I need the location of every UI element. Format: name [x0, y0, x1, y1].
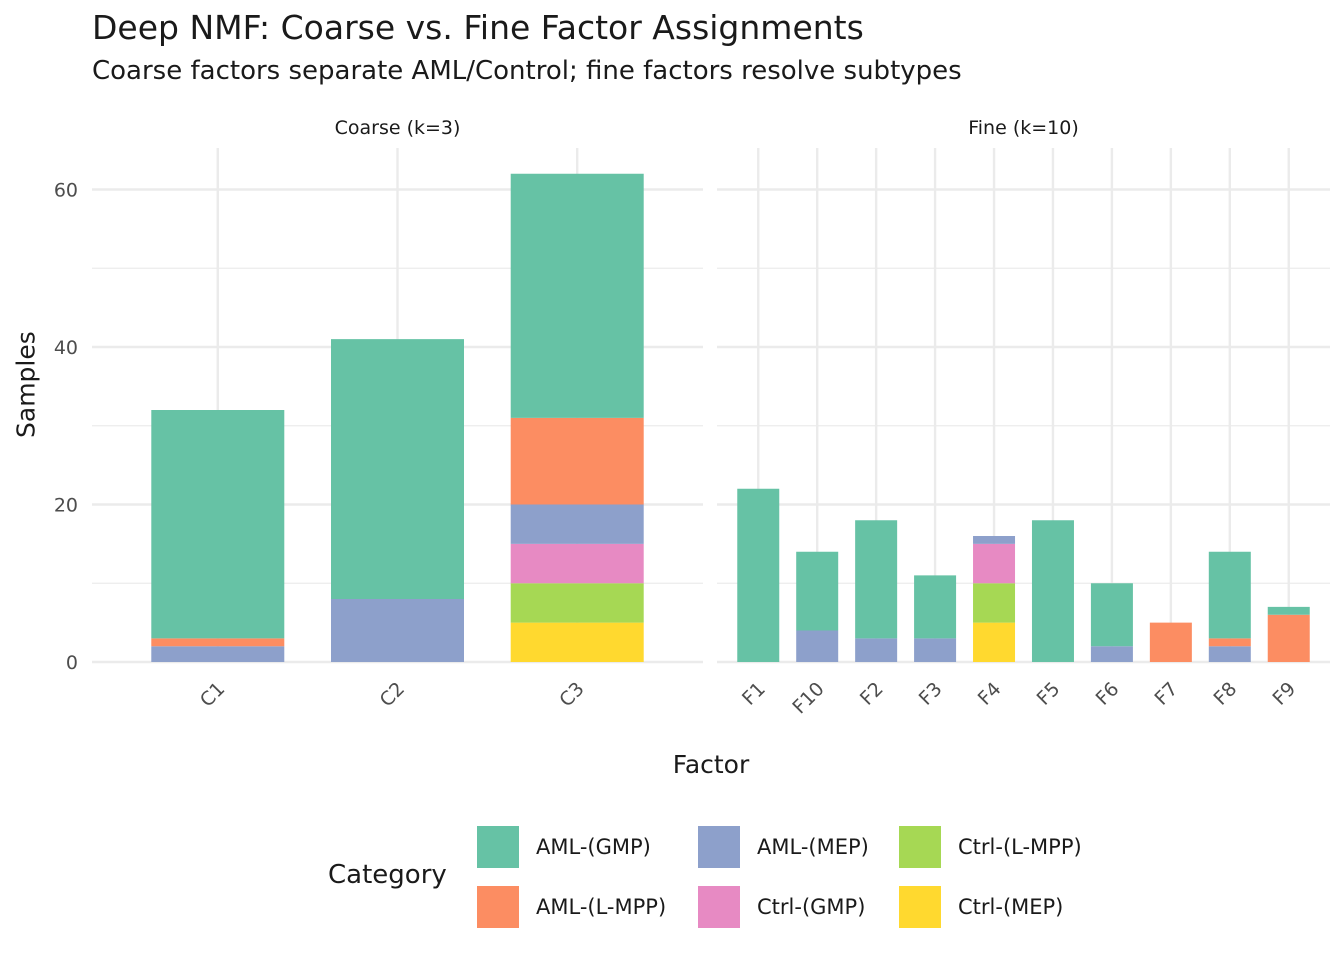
bar-segment — [331, 599, 464, 662]
y-tick-label: 0 — [66, 652, 78, 674]
legend-label: Ctrl-(L-MPP) — [958, 835, 1082, 859]
legend-title: Category — [328, 860, 447, 890]
x-tick-label: C2 — [376, 678, 409, 711]
bar-segment — [510, 417, 644, 505]
bar-segment — [510, 622, 644, 662]
bar-segment — [855, 520, 898, 639]
chart-subtitle: Coarse factors separate AML/Control; fin… — [92, 56, 962, 86]
y-tick-label: 20 — [54, 495, 78, 517]
legend-swatch — [899, 886, 941, 928]
bar-segment — [510, 173, 644, 418]
bar-segment — [796, 630, 839, 662]
x-tick-label: F1 — [738, 678, 770, 710]
y-tick-label: 40 — [54, 337, 78, 359]
legend-swatch — [698, 826, 740, 868]
x-axis-label: Factor — [673, 750, 750, 779]
bar-segment — [331, 339, 464, 599]
bar-segment — [1031, 520, 1074, 662]
bar-segment — [973, 622, 1016, 662]
bar-segment — [973, 583, 1016, 623]
legend-label: AML-(MEP) — [757, 835, 869, 859]
x-tick-label: F3 — [915, 678, 947, 710]
x-tick-label: F2 — [856, 678, 888, 710]
legend-label: Ctrl-(GMP) — [757, 895, 866, 919]
bar-segment — [973, 536, 1016, 544]
x-tick-label: F10 — [788, 678, 828, 718]
bar-segment — [510, 504, 644, 544]
bar-segment — [1090, 583, 1133, 647]
legend-swatch — [477, 826, 519, 868]
bar-segment — [510, 543, 644, 584]
legend-swatch — [477, 886, 519, 928]
bar-segment — [973, 543, 1016, 584]
legend-label: Ctrl-(MEP) — [958, 895, 1064, 919]
bar-segment — [1149, 622, 1192, 662]
chart-title: Deep NMF: Coarse vs. Fine Factor Assignm… — [92, 8, 864, 47]
bar-segment — [737, 488, 780, 662]
bar-segment — [151, 646, 285, 662]
panel-strip-label: Fine (k=10) — [968, 117, 1079, 139]
x-tick-label: C1 — [196, 678, 229, 711]
bar-segment — [1267, 606, 1310, 615]
x-tick-label: F8 — [1209, 678, 1241, 710]
panel-strip-label: Coarse (k=3) — [335, 117, 461, 139]
bar-segment — [1208, 551, 1251, 639]
x-tick-label: C3 — [555, 678, 588, 711]
x-tick-label: F9 — [1268, 678, 1300, 710]
x-tick-label: F7 — [1151, 678, 1183, 710]
x-tick-label: F6 — [1092, 678, 1124, 710]
bar-segment — [1090, 646, 1133, 662]
x-tick-label: F5 — [1033, 678, 1065, 710]
bar-segment — [510, 583, 644, 623]
bar-segment — [1208, 646, 1251, 662]
x-tick-label: F4 — [974, 678, 1006, 710]
legend-swatch — [698, 886, 740, 928]
legend-label: AML-(GMP) — [536, 835, 651, 859]
bar-segment — [914, 575, 957, 639]
legend-label: AML-(L-MPP) — [536, 895, 667, 919]
legend-swatch — [899, 826, 941, 868]
bar-segment — [151, 410, 285, 639]
bar-segment — [914, 638, 957, 662]
bar-segment — [855, 638, 898, 662]
chart-canvas: Coarse (k=3) C1 C2 C3 Fine (k=10) F1 F10 F2 F3 F4… — [54, 117, 1330, 779]
bar-segment — [796, 551, 839, 631]
bar-segment — [1208, 638, 1251, 647]
bar-segment — [1267, 614, 1310, 662]
bar-segment — [151, 638, 285, 647]
y-tick-label: 60 — [54, 180, 78, 202]
